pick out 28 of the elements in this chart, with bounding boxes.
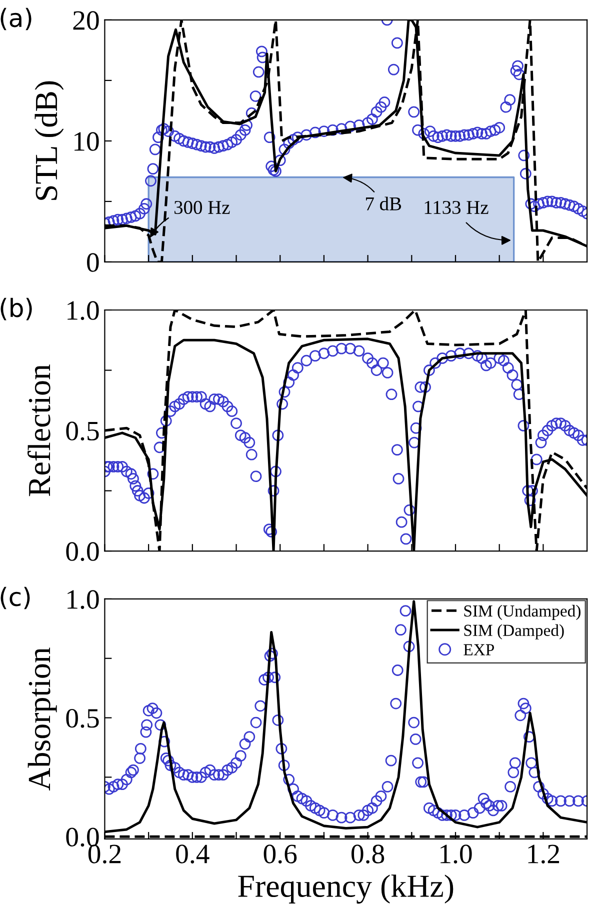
legend-label: SIM (Damped) — [464, 624, 564, 640]
y-tick-label: 1.0 — [68, 301, 99, 320]
y-tick-label: 20 — [73, 11, 99, 30]
y-axis-title: STL (dB) — [34, 81, 64, 200]
y-axis-title: Absorption — [28, 648, 57, 791]
chart-title: (c) — [0, 586, 30, 610]
legend-label: EXP — [464, 644, 494, 656]
y-axis-title: Reflection — [28, 364, 50, 496]
legend-label: SIM (Undamped) — [464, 604, 580, 620]
y-tick-label: 1.0 — [68, 590, 99, 609]
x-tick-label: 0.2 — [88, 844, 121, 864]
x-axis-title: Frequency (kHz) — [238, 874, 454, 904]
x-tick-label: 1.2 — [528, 844, 560, 864]
x-tick-label: 1.0 — [440, 844, 472, 864]
y-tick-label: 0.5 — [66, 422, 99, 441]
annotation: 7 dB — [366, 196, 402, 210]
chart-title: (a) — [0, 8, 32, 30]
chart-title: (b) — [0, 298, 32, 320]
annotation: 1133 Hz — [424, 200, 488, 214]
x-tick-label: 0.8 — [352, 844, 384, 864]
y-tick-label: 0.5 — [66, 708, 99, 728]
y-tick-label: 0 — [87, 253, 99, 272]
y-tick-label: 10 — [74, 132, 99, 151]
y-tick-label: 0.0 — [66, 542, 99, 562]
x-tick-label: 0.6 — [264, 844, 297, 864]
annotation: 300 Hz — [174, 200, 230, 214]
x-tick-label: 0.4 — [176, 844, 210, 864]
y-tick-label: 0.0 — [66, 828, 99, 847]
